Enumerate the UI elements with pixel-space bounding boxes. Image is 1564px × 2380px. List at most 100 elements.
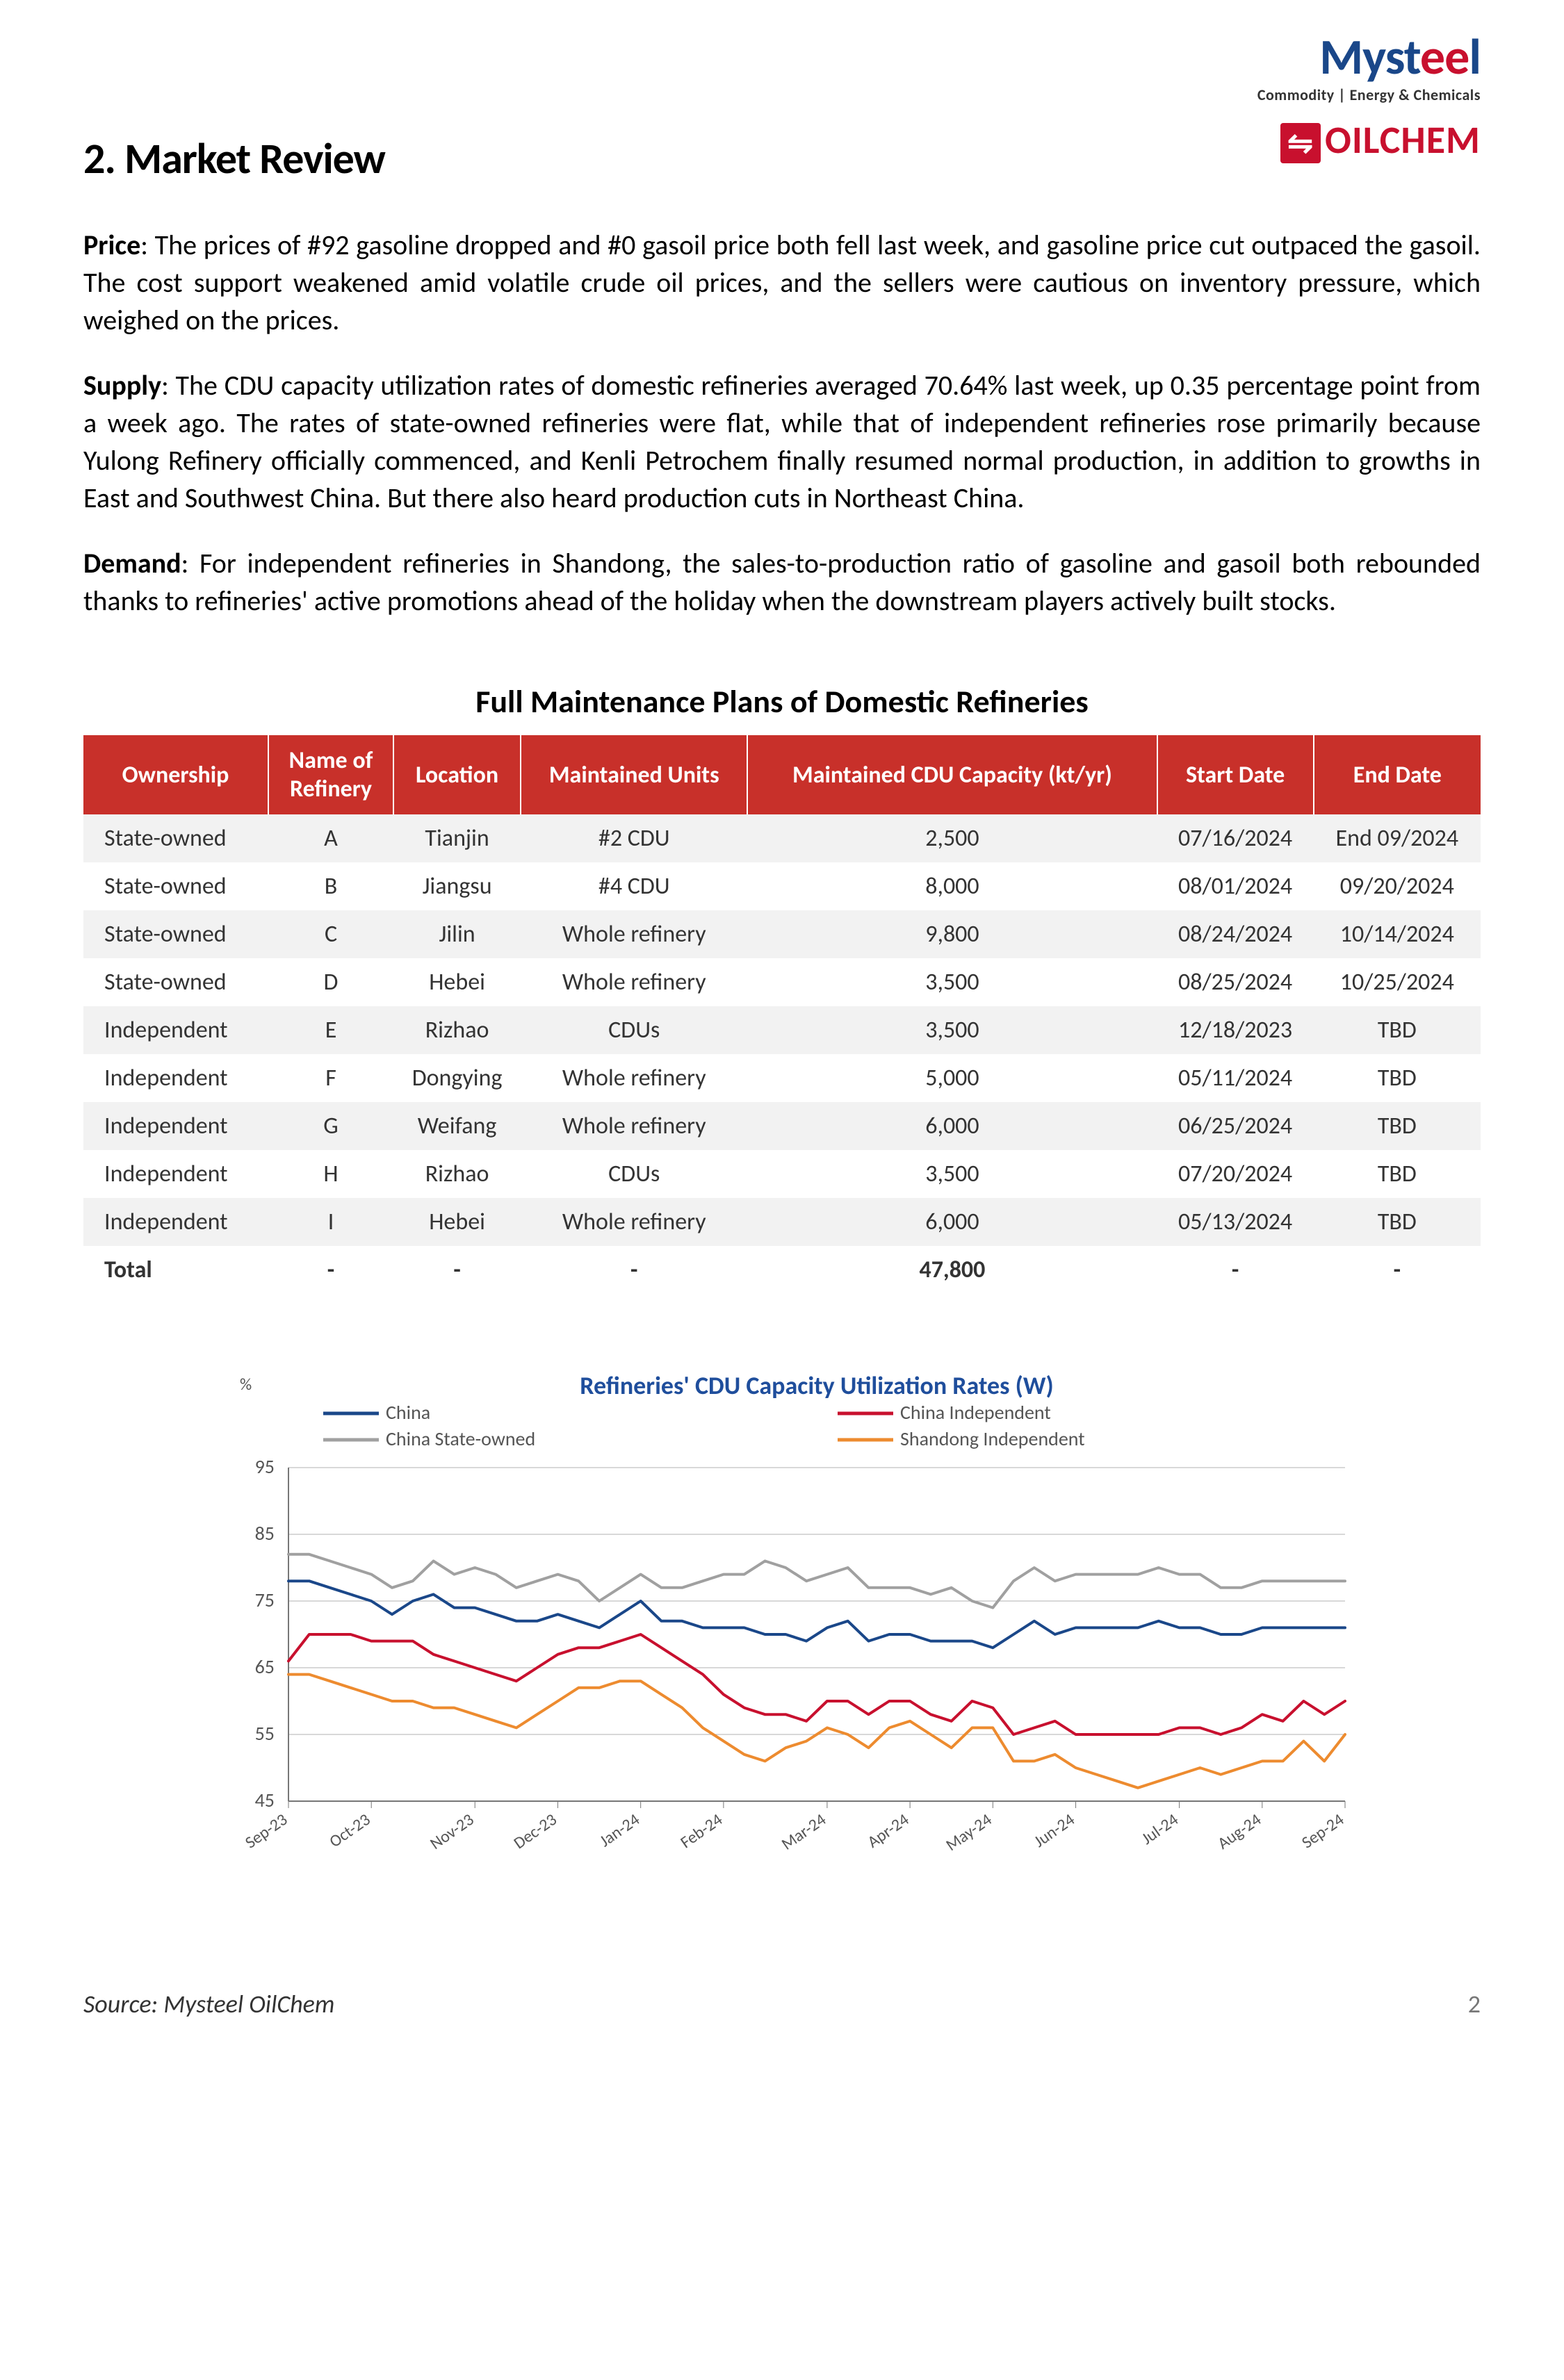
svg-text:Sep-24: Sep-24	[1298, 1809, 1348, 1853]
table-cell: 05/13/2024	[1157, 1198, 1314, 1246]
svg-text:85: 85	[255, 1521, 275, 1545]
svg-text:75: 75	[255, 1588, 275, 1612]
table-row: IndependentHRizhaoCDUs3,50007/20/2024TBD	[83, 1150, 1481, 1198]
table-col-header: Location	[393, 735, 521, 814]
table-cell: 3,500	[747, 958, 1157, 1006]
table-cell: Independent	[83, 1102, 268, 1150]
table-row: State-ownedCJilinWhole refinery9,80008/2…	[83, 910, 1481, 958]
svg-text:Mar-24: Mar-24	[778, 1809, 830, 1855]
chart-container: % Refineries' CDU Capacity Utilization Ra…	[83, 1363, 1481, 1891]
table-cell: CDUs	[521, 1150, 747, 1198]
table-cell: Independent	[83, 1054, 268, 1102]
logo-text-e1: e	[1420, 26, 1444, 88]
table-cell: 05/11/2024	[1157, 1054, 1314, 1102]
table-cell: Independent	[83, 1150, 268, 1198]
svg-text:45: 45	[255, 1788, 275, 1812]
table-cell: State-owned	[83, 862, 268, 910]
table-cell: Tianjin	[393, 814, 521, 862]
table-row: IndependentGWeifangWhole refinery6,00006…	[83, 1102, 1481, 1150]
table-cell: TBD	[1314, 1006, 1481, 1054]
table-cell: Dongying	[393, 1054, 521, 1102]
svg-text:Jul-24: Jul-24	[1138, 1809, 1182, 1849]
table-col-header: Start Date	[1157, 735, 1314, 814]
table-cell: Rizhao	[393, 1006, 521, 1054]
supply-label: Supply	[83, 368, 161, 402]
logo-text: Myst	[1319, 26, 1420, 88]
table-cell: -	[1157, 1246, 1314, 1294]
price-label: Price	[83, 228, 140, 262]
table-cell: -	[521, 1246, 747, 1294]
table-cell: A	[268, 814, 393, 862]
table-cell: Independent	[83, 1006, 268, 1054]
table-cell: Hebei	[393, 958, 521, 1006]
table-cell: B	[268, 862, 393, 910]
table-cell: F	[268, 1054, 393, 1102]
table-col-header: Maintained Units	[521, 735, 747, 814]
supply-paragraph: Supply: The CDU capacity utilization rat…	[83, 367, 1481, 517]
svg-text:Apr-24: Apr-24	[864, 1809, 913, 1853]
table-cell: Whole refinery	[521, 1198, 747, 1246]
footer-source: Source: Mysteel OilChem	[83, 1989, 334, 2019]
cdu-chart: % Refineries' CDU Capacity Utilization Ra…	[191, 1363, 1373, 1891]
svg-text:95: 95	[255, 1454, 275, 1479]
logo-text-post: l	[1469, 26, 1481, 88]
price-text: : The prices of #92 gasoline dropped and…	[83, 228, 1481, 337]
table-total-row: Total---47,800--	[83, 1246, 1481, 1294]
table-cell: State-owned	[83, 958, 268, 1006]
oilchem-logo: ⇋OILCHEM	[1257, 117, 1481, 164]
table-row: State-ownedATianjin#2 CDU2,50007/16/2024…	[83, 814, 1481, 862]
table-row: IndependentFDongyingWhole refinery5,0000…	[83, 1054, 1481, 1102]
table-cell: Independent	[83, 1198, 268, 1246]
supply-text: : The CDU capacity utilization rates of …	[83, 368, 1481, 515]
table-cell: 47,800	[747, 1246, 1157, 1294]
table-col-header: Name of Refinery	[268, 735, 393, 814]
table-row: State-ownedDHebeiWhole refinery3,50008/2…	[83, 958, 1481, 1006]
table-cell: 08/25/2024	[1157, 958, 1314, 1006]
table-cell: Whole refinery	[521, 910, 747, 958]
table-cell: 6,000	[747, 1102, 1157, 1150]
demand-text: : For independent refineries in Shandong…	[83, 546, 1481, 618]
svg-text:Refineries' CDU Capacity Utili: Refineries' CDU Capacity Utilization Rat…	[580, 1370, 1053, 1401]
oilchem-icon: ⇋	[1280, 123, 1321, 163]
table-col-header: End Date	[1314, 735, 1481, 814]
table-cell: Whole refinery	[521, 1102, 747, 1150]
table-cell: #2 CDU	[521, 814, 747, 862]
table-cell: -	[393, 1246, 521, 1294]
table-cell: I	[268, 1198, 393, 1246]
table-cell: #4 CDU	[521, 862, 747, 910]
table-cell: TBD	[1314, 1054, 1481, 1102]
table-cell: H	[268, 1150, 393, 1198]
table-cell: Whole refinery	[521, 958, 747, 1006]
svg-text:Dec-23: Dec-23	[510, 1809, 561, 1853]
table-row: IndependentIHebeiWhole refinery6,00005/1…	[83, 1198, 1481, 1246]
table-cell: -	[268, 1246, 393, 1294]
table-cell: 3,500	[747, 1150, 1157, 1198]
table-cell: 5,000	[747, 1054, 1157, 1102]
table-cell: 07/16/2024	[1157, 814, 1314, 862]
svg-text:Oct-23: Oct-23	[325, 1809, 374, 1852]
table-cell: E	[268, 1006, 393, 1054]
table-cell: Jilin	[393, 910, 521, 958]
table-body: State-ownedATianjin#2 CDU2,50007/16/2024…	[83, 814, 1481, 1294]
svg-text:%: %	[240, 1374, 252, 1395]
table-cell: Weifang	[393, 1102, 521, 1150]
oilchem-text: OILCHEM	[1325, 117, 1481, 164]
demand-label: Demand	[83, 546, 181, 580]
table-cell: Hebei	[393, 1198, 521, 1246]
svg-text:Feb-24: Feb-24	[676, 1809, 726, 1853]
table-row: IndependentERizhaoCDUs3,50012/18/2023TBD	[83, 1006, 1481, 1054]
table-cell: 10/14/2024	[1314, 910, 1481, 958]
table-cell: End 09/2024	[1314, 814, 1481, 862]
table-cell: G	[268, 1102, 393, 1150]
svg-text:Sep-23: Sep-23	[241, 1809, 291, 1853]
svg-text:China Independent: China Independent	[900, 1400, 1051, 1425]
logo-text-e2: e	[1444, 26, 1469, 88]
table-title: Full Maintenance Plans of Domestic Refin…	[83, 682, 1481, 721]
table-cell: 08/01/2024	[1157, 862, 1314, 910]
table-cell: 8,000	[747, 862, 1157, 910]
table-cell: 2,500	[747, 814, 1157, 862]
table-cell: TBD	[1314, 1150, 1481, 1198]
logo-tagline: Commodity | Energy & Chemicals	[1257, 85, 1481, 104]
table-cell: D	[268, 958, 393, 1006]
table-cell: 09/20/2024	[1314, 862, 1481, 910]
